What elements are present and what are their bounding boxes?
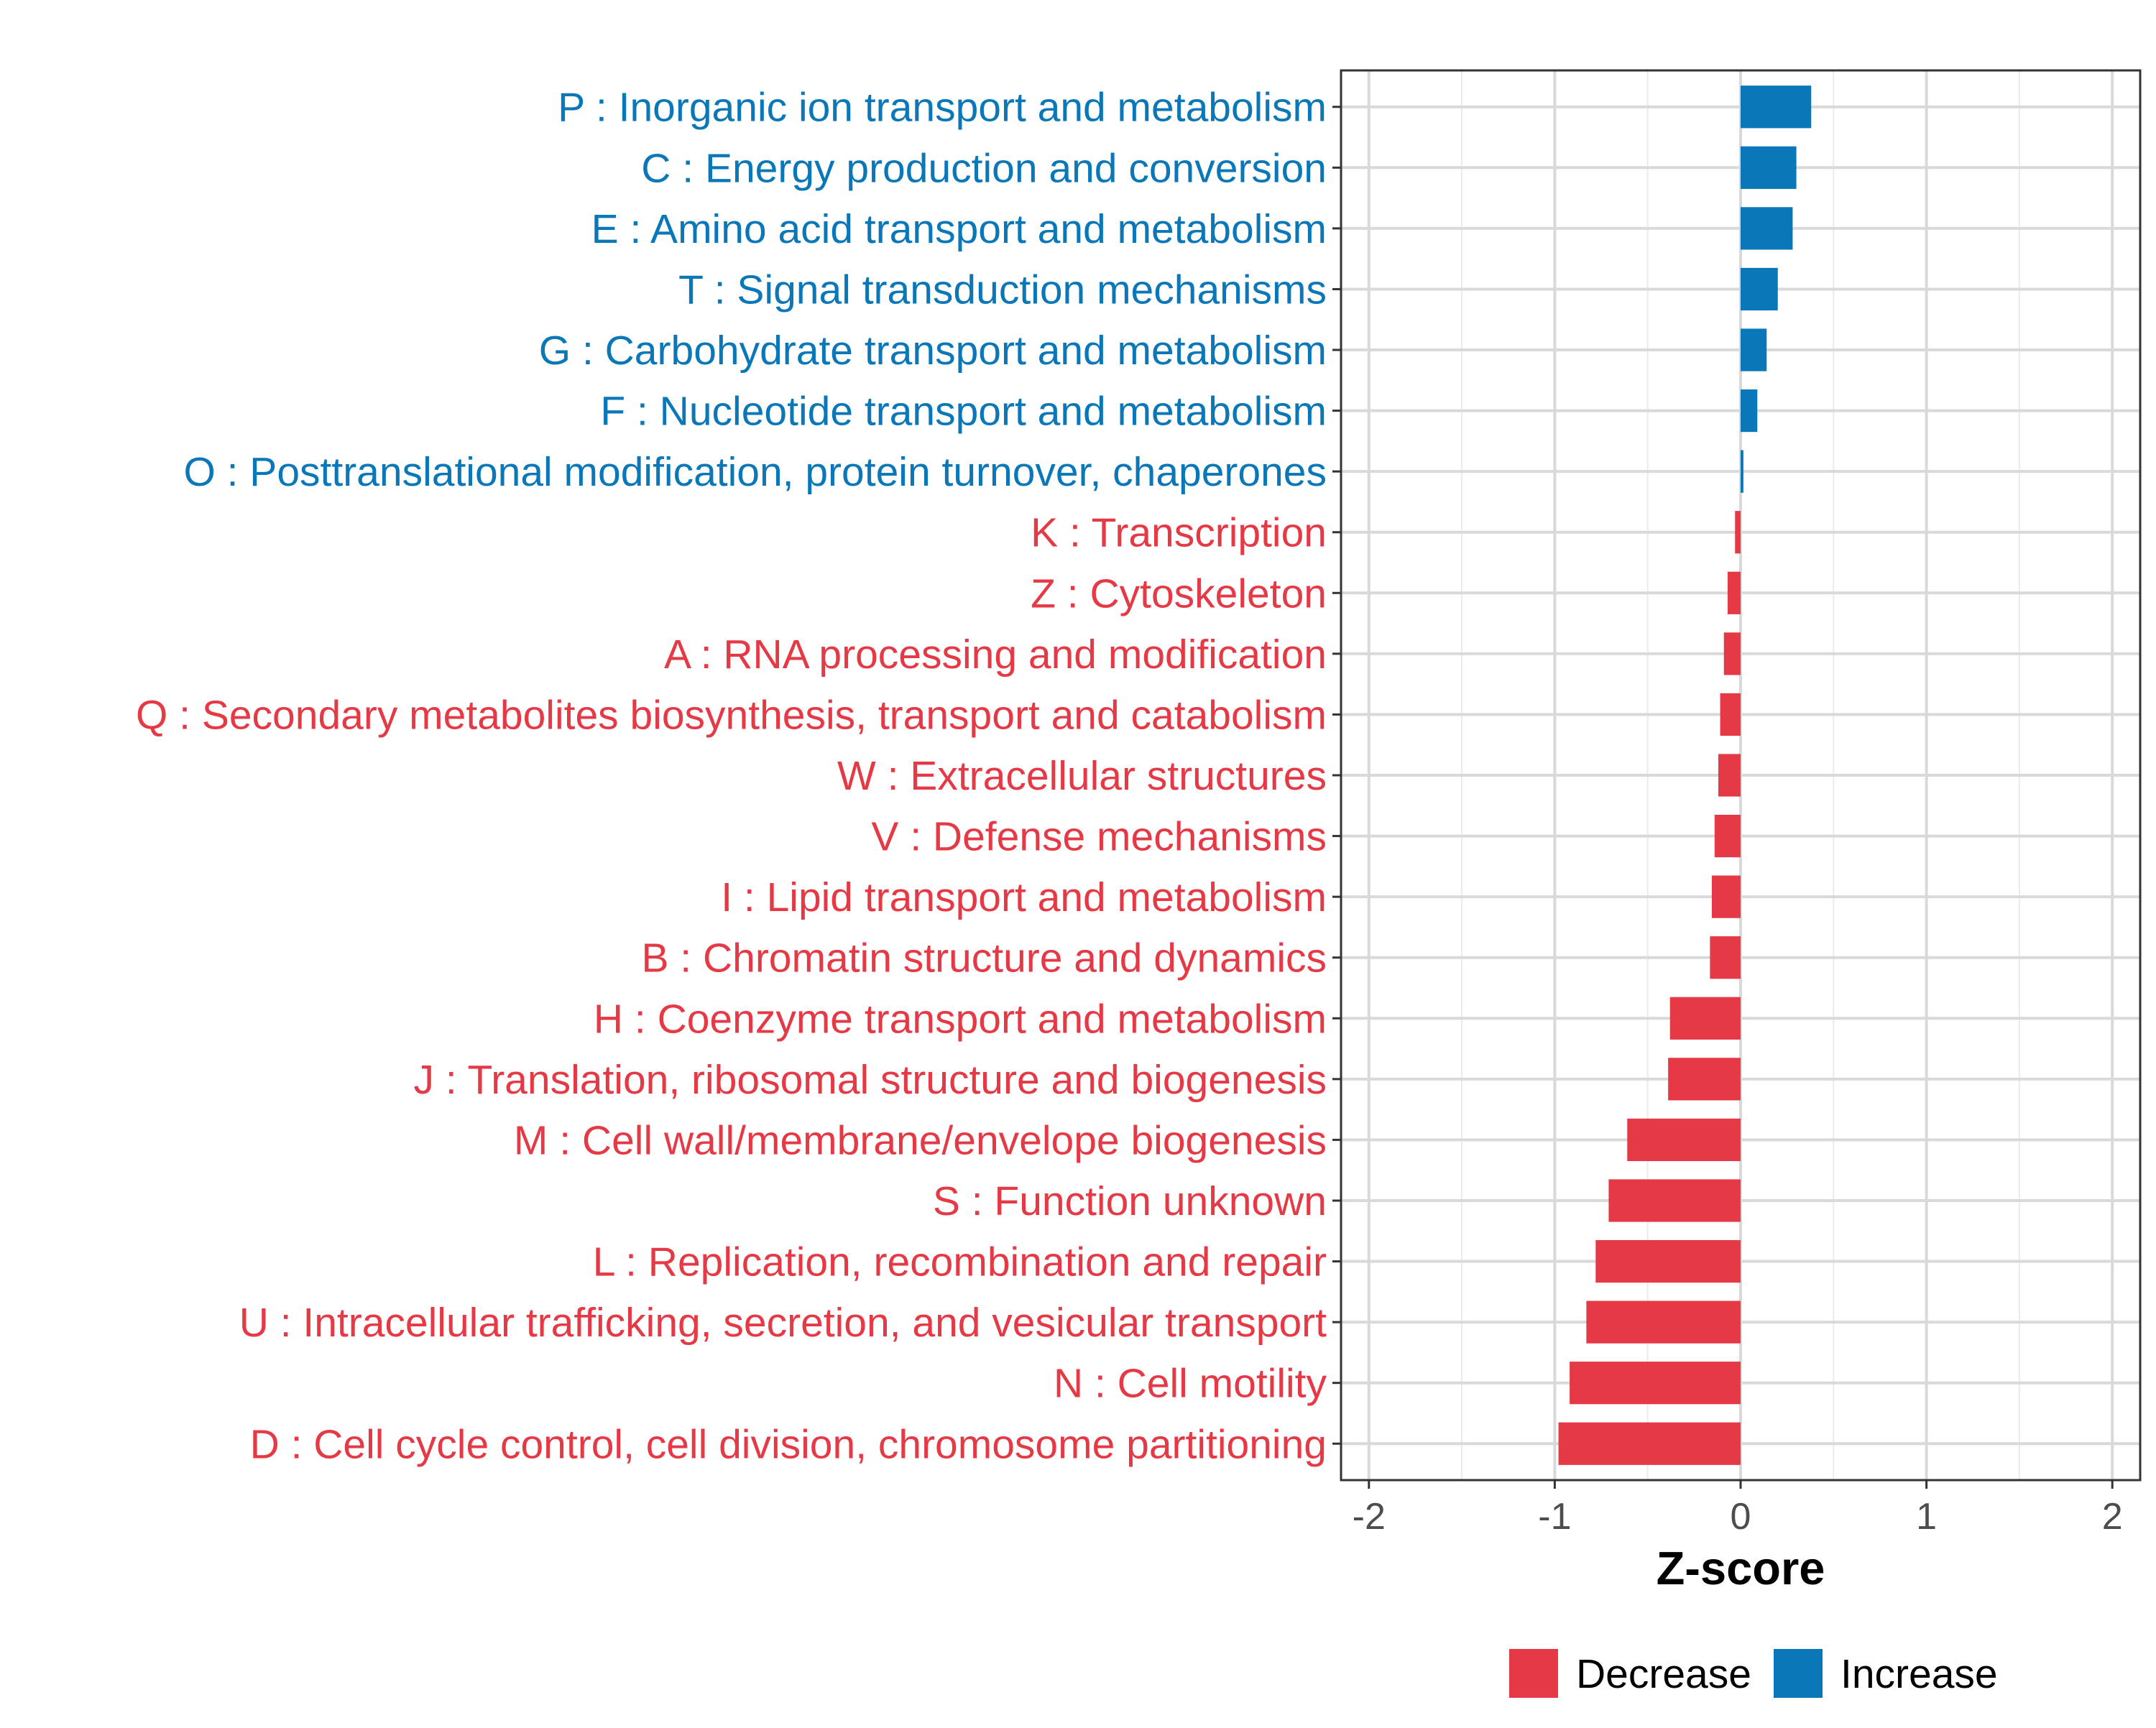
category-label: Z : Cytoskeleton	[1031, 570, 1327, 616]
bar	[1741, 450, 1743, 493]
bar	[1595, 1239, 1741, 1283]
bar	[1727, 571, 1741, 614]
bar	[1558, 1422, 1741, 1465]
category-label: N : Cell motility	[1054, 1361, 1327, 1407]
bar	[1627, 1118, 1741, 1162]
category-label: L : Replication, recombination and repai…	[593, 1239, 1327, 1285]
category-label: T : Signal transduction mechanisms	[678, 267, 1327, 313]
category-label: D : Cell cycle control, cell division, c…	[250, 1421, 1327, 1467]
x-axis-title: Z-score	[1657, 1542, 1825, 1594]
bar	[1714, 814, 1741, 858]
x-tick-label: 1	[1916, 1496, 1937, 1538]
bar	[1741, 86, 1812, 129]
bar	[1586, 1300, 1741, 1344]
bar	[1741, 328, 1767, 371]
category-label: K : Transcription	[1031, 510, 1327, 556]
category-label: W : Extracellular structures	[837, 753, 1327, 799]
bar	[1741, 389, 1758, 433]
category-label: J : Translation, ribosomal structure and…	[414, 1057, 1327, 1103]
bar	[1669, 997, 1741, 1040]
bar	[1570, 1362, 1741, 1405]
legend-label-increase: Increase	[1841, 1651, 1998, 1697]
bar	[1718, 754, 1741, 797]
y-axis: P : Inorganic ion transport and metaboli…	[136, 85, 1341, 1467]
category-label: H : Coenzyme transport and metabolism	[594, 996, 1327, 1042]
category-label: E : Amino acid transport and metabolism	[591, 206, 1327, 252]
x-tick-label: 0	[1731, 1496, 1751, 1538]
bar	[1741, 207, 1793, 250]
bar	[1668, 1058, 1741, 1101]
category-label: M : Cell wall/membrane/envelope biogenes…	[514, 1117, 1327, 1163]
category-label: S : Function unknown	[933, 1178, 1327, 1224]
category-label: Q : Secondary metabolites biosynthesis, …	[136, 692, 1327, 738]
bar	[1741, 146, 1797, 189]
category-label: V : Defense mechanisms	[871, 814, 1327, 860]
bar	[1711, 875, 1741, 918]
category-label: G : Carbohydrate transport and metabolis…	[539, 328, 1327, 374]
bar	[1741, 267, 1778, 311]
legend-swatch-decrease	[1509, 1649, 1558, 1698]
bar	[1723, 632, 1741, 675]
bar	[1710, 936, 1741, 979]
x-tick-label: -2	[1353, 1496, 1386, 1538]
bar	[1735, 511, 1741, 554]
x-tick-label: 2	[2102, 1496, 2123, 1538]
category-label: O : Posttranslational modification, prot…	[183, 449, 1327, 495]
category-label: C : Energy production and conversion	[641, 145, 1327, 191]
category-label: U : Intracellular trafficking, secretion…	[239, 1300, 1327, 1346]
x-axis: -2 -1 0 1 2	[1353, 1480, 2123, 1538]
category-label: B : Chromatin structure and dynamics	[641, 935, 1327, 981]
bar	[1608, 1179, 1741, 1222]
legend: Decrease Increase	[1509, 1649, 1998, 1698]
bar	[1720, 693, 1741, 736]
category-label: F : Nucleotide transport and metabolism	[600, 389, 1327, 435]
category-label: I : Lipid transport and metabolism	[721, 874, 1327, 920]
bars-layer	[1558, 86, 1812, 1465]
category-label: A : RNA processing and modification	[664, 632, 1327, 678]
category-label: P : Inorganic ion transport and metaboli…	[558, 85, 1327, 131]
legend-swatch-increase	[1774, 1649, 1823, 1698]
x-tick-label: -1	[1538, 1496, 1571, 1538]
legend-label-decrease: Decrease	[1576, 1651, 1751, 1697]
